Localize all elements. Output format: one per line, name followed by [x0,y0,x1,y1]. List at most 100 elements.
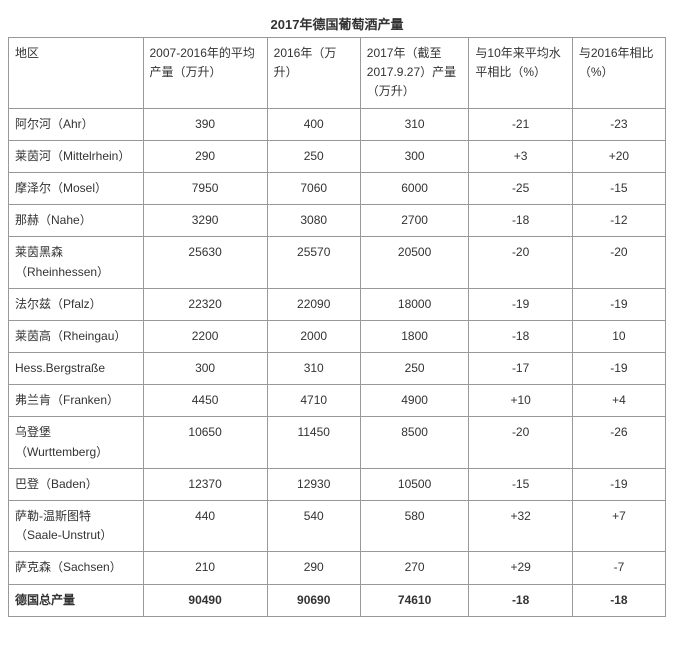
cell-value: -20 [469,417,572,468]
cell-region: 阿尔河（Ahr） [9,108,144,140]
cell-value: 2700 [360,205,469,237]
table-row: 巴登（Baden）123701293010500-15-19 [9,468,666,500]
cell-value: -20 [572,237,665,288]
cell-value: +4 [572,385,665,417]
table-row: 弗兰肯（Franken）445047104900+10+4 [9,385,666,417]
cell-value: 4900 [360,385,469,417]
col-avg: 2007-2016年的平均产量（万升） [143,38,267,109]
cell-value: 290 [143,140,267,172]
cell-value: 2200 [143,320,267,352]
cell-value: -21 [469,108,572,140]
table-row: 萨勒-温斯图特（Saale-Unstrut）440540580+32+7 [9,501,666,552]
cell-value: 400 [267,108,360,140]
cell-value: +3 [469,140,572,172]
col-vs-avg: 与10年来平均水平相比（%） [469,38,572,109]
cell-value: -19 [469,288,572,320]
col-2016: 2016年（万升） [267,38,360,109]
table-row: Hess.Bergstraße300310250-17-19 [9,353,666,385]
cell-value: -19 [572,288,665,320]
cell-value: 250 [267,140,360,172]
cell-total-label: 德国总产量 [9,584,144,616]
cell-value: 11450 [267,417,360,468]
cell-value: 300 [143,353,267,385]
cell-value: 10 [572,320,665,352]
cell-region: 莱茵河（Mittelrhein） [9,140,144,172]
cell-value: 310 [267,353,360,385]
cell-value: 6000 [360,172,469,204]
cell-value: 3080 [267,205,360,237]
table-title: 2017年德国葡萄酒产量 [8,8,666,37]
cell-value: -25 [469,172,572,204]
cell-value: +32 [469,501,572,552]
table-row: 莱茵河（Mittelrhein）290250300+3+20 [9,140,666,172]
cell-value: +20 [572,140,665,172]
cell-region: 摩泽尔（Mosel） [9,172,144,204]
cell-value: 4450 [143,385,267,417]
cell-total-value: 74610 [360,584,469,616]
table-row: 法尔兹（Pfalz）223202209018000-19-19 [9,288,666,320]
cell-total-value: -18 [572,584,665,616]
table-row: 莱茵黑森（Rheinhessen）256302557020500-20-20 [9,237,666,288]
table-row: 乌登堡（Wurttemberg）10650114508500-20-26 [9,417,666,468]
cell-value: 580 [360,501,469,552]
cell-region: 那赫（Nahe） [9,205,144,237]
cell-value: -15 [469,468,572,500]
cell-value: 25630 [143,237,267,288]
total-row: 德国总产量904909069074610-18-18 [9,584,666,616]
cell-value: +29 [469,552,572,584]
cell-value: 210 [143,552,267,584]
cell-value: 25570 [267,237,360,288]
cell-value: 270 [360,552,469,584]
table-row: 萨克森（Sachsen）210290270+29-7 [9,552,666,584]
table-row: 摩泽尔（Mosel）795070606000-25-15 [9,172,666,204]
cell-value: -17 [469,353,572,385]
cell-total-value: 90690 [267,584,360,616]
cell-value: -26 [572,417,665,468]
cell-value: 250 [360,353,469,385]
cell-value: 7060 [267,172,360,204]
cell-value: 540 [267,501,360,552]
cell-value: -15 [572,172,665,204]
cell-region: 巴登（Baden） [9,468,144,500]
cell-region: 萨克森（Sachsen） [9,552,144,584]
cell-value: 440 [143,501,267,552]
cell-total-value: -18 [469,584,572,616]
cell-value: 22090 [267,288,360,320]
cell-value: -19 [572,353,665,385]
cell-value: 20500 [360,237,469,288]
cell-value: 12930 [267,468,360,500]
col-2017: 2017年（截至2017.9.27）产量（万升） [360,38,469,109]
cell-region: 萨勒-温斯图特（Saale-Unstrut） [9,501,144,552]
cell-value: -18 [469,205,572,237]
cell-region: 弗兰肯（Franken） [9,385,144,417]
table-row: 莱茵高（Rheingau）220020001800-1810 [9,320,666,352]
cell-value: 2000 [267,320,360,352]
col-vs-2016: 与2016年相比（%） [572,38,665,109]
cell-value: 290 [267,552,360,584]
cell-value: 12370 [143,468,267,500]
cell-value: +7 [572,501,665,552]
cell-value: 390 [143,108,267,140]
cell-value: 7950 [143,172,267,204]
cell-value: 10500 [360,468,469,500]
cell-value: -18 [469,320,572,352]
cell-region: 莱茵高（Rheingau） [9,320,144,352]
table-row: 那赫（Nahe）329030802700-18-12 [9,205,666,237]
cell-value: 22320 [143,288,267,320]
cell-total-value: 90490 [143,584,267,616]
cell-region: 法尔兹（Pfalz） [9,288,144,320]
cell-value: -23 [572,108,665,140]
cell-value: -7 [572,552,665,584]
cell-value: 300 [360,140,469,172]
wine-production-table: 地区 2007-2016年的平均产量（万升） 2016年（万升） 2017年（截… [8,37,666,617]
cell-value: 10650 [143,417,267,468]
cell-value: 8500 [360,417,469,468]
cell-value: -20 [469,237,572,288]
cell-value: 3290 [143,205,267,237]
col-region: 地区 [9,38,144,109]
header-row: 地区 2007-2016年的平均产量（万升） 2016年（万升） 2017年（截… [9,38,666,109]
cell-value: 1800 [360,320,469,352]
cell-region: 莱茵黑森（Rheinhessen） [9,237,144,288]
table-row: 阿尔河（Ahr）390400310-21-23 [9,108,666,140]
cell-value: 310 [360,108,469,140]
